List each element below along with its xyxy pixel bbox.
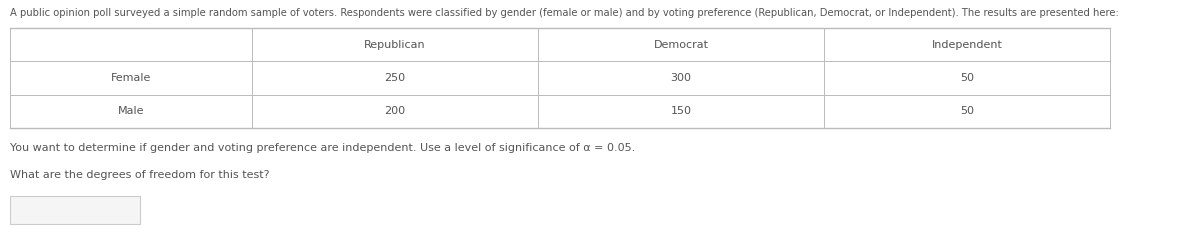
Text: 300: 300: [671, 73, 691, 83]
Text: A public opinion poll surveyed a simple random sample of voters. Respondents wer: A public opinion poll surveyed a simple …: [10, 8, 1118, 18]
Text: 50: 50: [960, 106, 974, 116]
Text: Republican: Republican: [364, 40, 426, 50]
Text: 250: 250: [384, 73, 406, 83]
Text: 50: 50: [960, 73, 974, 83]
Text: 200: 200: [384, 106, 406, 116]
Text: What are the degrees of freedom for this test?: What are the degrees of freedom for this…: [10, 170, 270, 180]
Text: Independent: Independent: [931, 40, 1002, 50]
FancyBboxPatch shape: [10, 196, 140, 224]
Text: 150: 150: [671, 106, 691, 116]
Text: You want to determine if gender and voting preference are independent. Use a lev: You want to determine if gender and voti…: [10, 143, 635, 153]
Text: Male: Male: [118, 106, 144, 116]
Text: Female: Female: [110, 73, 151, 83]
Text: Democrat: Democrat: [654, 40, 708, 50]
